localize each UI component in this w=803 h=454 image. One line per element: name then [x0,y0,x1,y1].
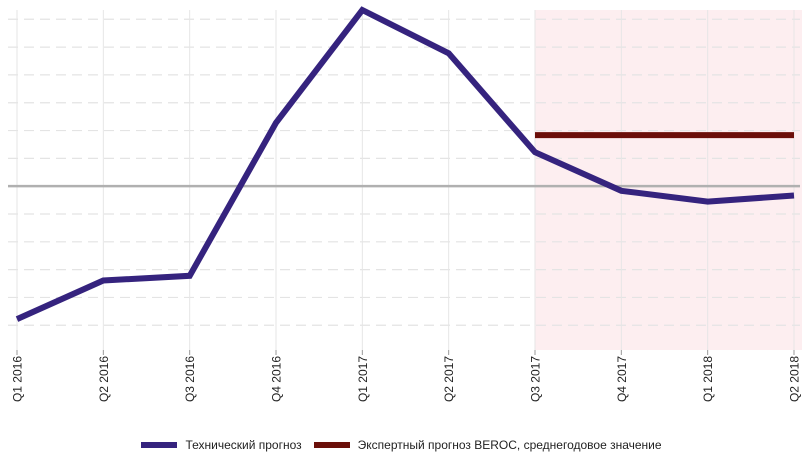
x-tick-label-8: Q1 2018 [701,356,715,402]
legend-label-technical: Технический прогноз [185,438,302,452]
gridlines-layer [8,10,800,350]
x-tick-label-9: Q2 2018 [788,356,802,402]
x-axis: Q1 2016 Q2 2016 Q3 2016 Q4 2016 Q1 2017 Q2 20… [11,350,802,402]
x-tick-label-0: Q1 2016 [11,356,25,402]
x-tick-label-7: Q4 2017 [615,356,629,402]
legend-item-expert: Экспертный прогноз BEROC, среднегодовое … [313,438,662,452]
x-tick-label-5: Q2 2017 [442,356,456,402]
series-layer [15,6,795,322]
series-technical-line [15,6,795,322]
legend-item-technical: Технический прогноз [141,438,302,452]
legend-label-expert: Экспертный прогноз BEROC, среднегодовое … [357,438,662,452]
legend-swatch-expert [313,442,350,448]
x-tick-label-3: Q4 2016 [270,356,284,402]
x-tick-label-6: Q3 2017 [529,356,543,402]
x-tick-label-4: Q1 2017 [356,356,370,402]
legend: Технический прогноз Экспертный прогноз B… [0,438,803,452]
forecast-region [535,10,802,350]
legend-swatch-technical [141,442,178,448]
x-tick-label-1: Q2 2016 [97,356,111,402]
x-tick-label-2: Q3 2016 [183,356,197,402]
forecast-region-layer [535,10,802,350]
